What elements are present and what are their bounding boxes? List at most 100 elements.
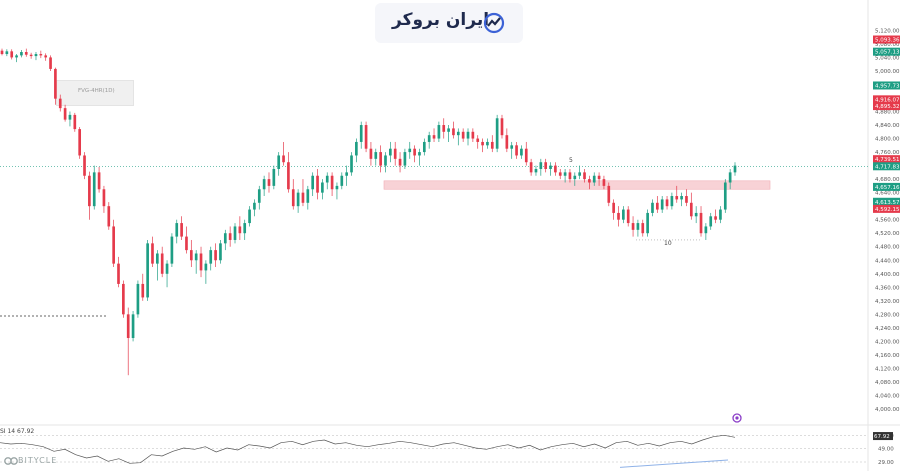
candle-body [335, 185, 339, 190]
candle-body [670, 196, 674, 207]
candle-body [612, 202, 615, 213]
candle-body [437, 125, 441, 139]
candle-body [413, 148, 416, 156]
price-tag-label: 4,739.51 [875, 157, 900, 163]
candle-body [355, 141, 358, 156]
candle-body [719, 209, 722, 220]
candle-body [92, 172, 96, 207]
candle-body [272, 168, 276, 186]
price-tick-label: 4,240.00 [875, 326, 900, 332]
rsi-label: SI 14 67.92 [0, 428, 35, 435]
candle-body [68, 114, 72, 120]
price-tick-label: 4,320.00 [875, 299, 900, 305]
candle-body [660, 199, 664, 210]
candle-body [486, 141, 489, 146]
candle-body [636, 223, 640, 230]
candle-body [160, 253, 164, 274]
price-tick-label: 4,040.00 [875, 393, 900, 399]
candle-body [204, 263, 208, 271]
candle-body [680, 196, 683, 200]
candle-body [306, 189, 310, 203]
price-tag-label: 4,717.83 [875, 164, 900, 170]
candle-body [505, 135, 509, 149]
candle-body [131, 314, 135, 339]
rsi-marker [732, 413, 742, 423]
candle-body [359, 125, 363, 142]
candle-body [136, 283, 140, 315]
candle-body [296, 192, 300, 207]
candle-body [544, 162, 548, 169]
rsi-tick-label: 29.00 [878, 460, 894, 466]
candle-body [243, 223, 247, 234]
candle-body [194, 253, 198, 261]
candle-layer [0, 48, 737, 376]
price-tick-label: 4,520.00 [875, 231, 900, 237]
candle-body [646, 212, 649, 234]
candle-body [597, 175, 601, 180]
rsi-tick-label: 49.00 [878, 447, 894, 453]
candle-body [325, 175, 329, 183]
candle-body [558, 172, 562, 176]
candle-body [340, 175, 344, 186]
candle-body [500, 118, 504, 136]
candle-body [709, 216, 713, 227]
candle-body [311, 175, 315, 190]
candle-body [364, 125, 368, 149]
candle-body [54, 68, 57, 99]
candle-body [617, 212, 620, 220]
rsi-line [0, 434, 736, 464]
price-tick-label: 5,040.00 [875, 55, 900, 61]
candle-body [675, 196, 679, 200]
candle-body [495, 118, 499, 149]
price-tag-label: 4,916.07 [875, 97, 900, 103]
price-tick-label: 4,800.00 [875, 137, 900, 143]
pivot-label-bottom: 10 [664, 240, 672, 247]
candle-body [422, 141, 426, 153]
price-tick-label: 4,680.00 [875, 177, 900, 183]
price-tag [873, 47, 900, 56]
candle-body [442, 125, 446, 132]
price-tick-label: 4,000.00 [875, 407, 900, 413]
price-tick-label: 4,120.00 [875, 366, 900, 372]
logo-background [375, 3, 523, 43]
candle-body [5, 51, 9, 55]
price-tick-label: 4,400.00 [875, 272, 900, 278]
price-tick-label: 5,120.00 [875, 28, 900, 34]
price-tick-label: 4,440.00 [875, 258, 900, 264]
fvg-annotation-label: FVG-4HR(1D) [78, 88, 115, 94]
candle-body [189, 250, 193, 261]
candle-body [151, 243, 154, 264]
price-tick-label: 4,840.00 [875, 123, 900, 129]
candle-body [515, 145, 518, 156]
price-tick-label: 4,360.00 [875, 285, 900, 291]
candle-body [291, 189, 295, 207]
demand-zone [383, 180, 771, 190]
candle-body [622, 209, 625, 220]
rsi-trendline [619, 459, 729, 468]
price-tag [873, 197, 900, 206]
candle-body [156, 253, 159, 264]
candle-body [233, 226, 237, 240]
candle-body [699, 212, 703, 234]
price-tick-label: 5,000.00 [875, 69, 900, 75]
price-tag [873, 204, 900, 213]
price-tag [873, 102, 900, 111]
candle-body [554, 165, 557, 173]
candle-body [461, 131, 465, 139]
candle-body [393, 148, 397, 159]
candle-body [524, 148, 528, 163]
candle-body [641, 223, 645, 234]
price-tick-label: 4,880.00 [875, 110, 900, 116]
candle-body [15, 55, 18, 58]
candle-body [107, 206, 111, 227]
candle-body [568, 172, 572, 180]
candle-body [214, 250, 217, 261]
candle-body [223, 233, 227, 244]
candle-body [24, 52, 28, 55]
price-tag [873, 162, 900, 171]
candle-body [209, 250, 213, 264]
candle-body [704, 226, 708, 234]
candle-body [165, 263, 169, 274]
